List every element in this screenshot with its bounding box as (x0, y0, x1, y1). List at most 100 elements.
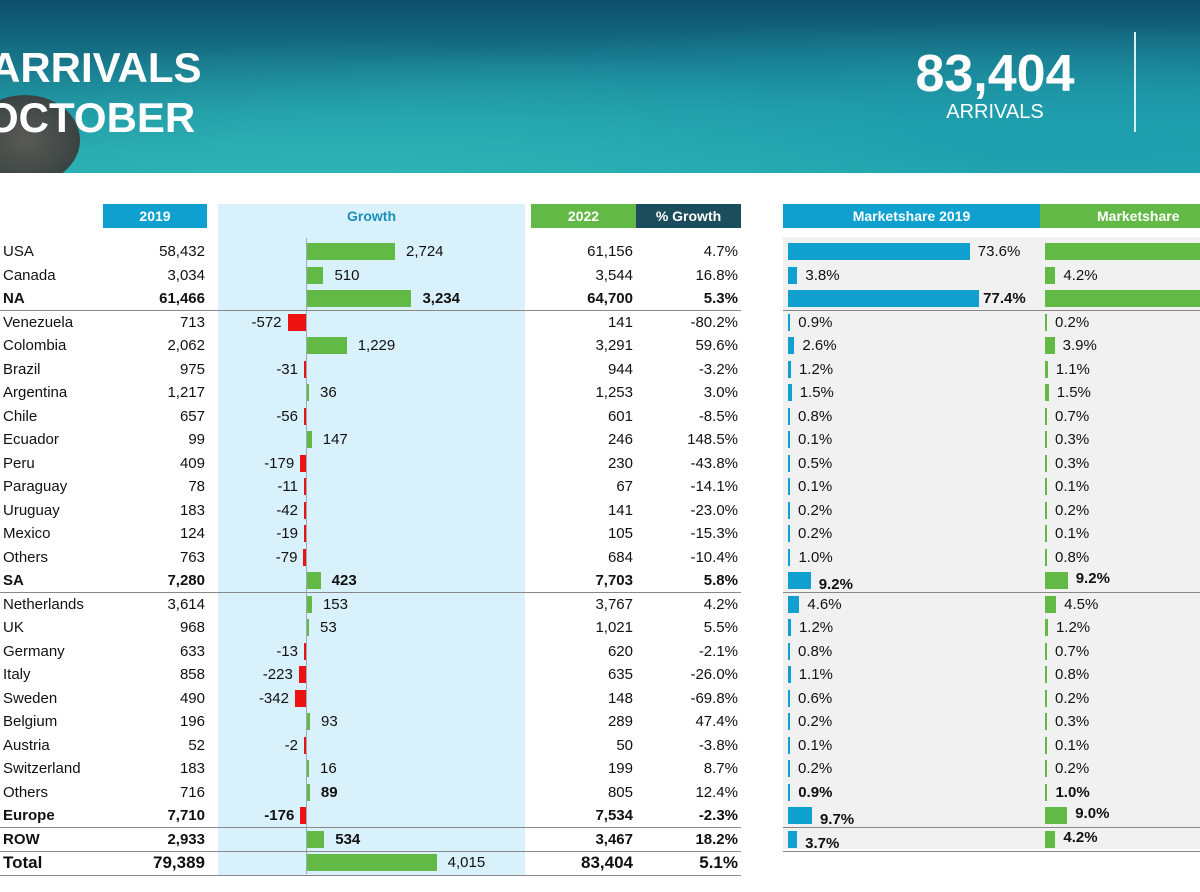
country-label: ROW (3, 830, 40, 848)
growth-label: 4,015 (447, 854, 486, 871)
growth-label: -176 (264, 807, 295, 824)
country-label: Europe (3, 807, 55, 824)
ms2019-label: 0.9% (798, 783, 833, 801)
table-row: ROW 2,933 3,467 18.2% 534 3.7% 4.2% (0, 828, 1200, 852)
table-row: Sweden 490 148 -69.8% -342 0.6% 0.2% (0, 687, 1200, 710)
growth-label: -42 (276, 501, 298, 519)
table-row: Chile 657 601 -8.5% -56 0.8% 0.7% (0, 405, 1200, 428)
pct-growth: 47.4% (695, 713, 738, 730)
ms2022-bar (1045, 431, 1047, 448)
ms2022-label: 1.5% (1056, 384, 1091, 401)
growth-bar (304, 736, 306, 754)
pct-growth: -23.0% (690, 501, 738, 519)
value-2022: 67 (616, 478, 633, 495)
ms2019-label: 0.5% (798, 454, 833, 472)
value-2022: 246 (607, 431, 633, 448)
row-separator (783, 592, 1200, 593)
ms2022-label: 1.2% (1055, 619, 1091, 636)
ms2019-label: 1.1% (798, 666, 833, 683)
country-label: Ecuador (3, 431, 59, 448)
ms2019-bar (788, 266, 798, 284)
ms2019-bar (788, 807, 812, 824)
value-2022: 148 (607, 689, 633, 707)
ms2019-label: 0.1% (798, 478, 833, 495)
value-2019: 2,933 (167, 830, 205, 848)
ms2019-label: 3.7% (805, 834, 840, 852)
ms2022-bar (1045, 266, 1056, 284)
ms2022-bar (1045, 736, 1047, 754)
growth-bar (287, 313, 306, 331)
pct-growth: 59.6% (695, 337, 738, 354)
pct-growth: -15.3% (690, 525, 738, 542)
growth-panel (218, 204, 525, 876)
growth-bar (307, 830, 325, 848)
growth-bar (304, 407, 306, 425)
ms2022-bar (1045, 243, 1200, 260)
country-label: Chile (3, 407, 38, 425)
ms2022-label: 0.8% (1055, 666, 1090, 683)
value-2022: 635 (607, 666, 633, 683)
ms2022-bar (1045, 830, 1056, 848)
ms2019-bar (788, 313, 791, 331)
ms2022-bar (1045, 548, 1047, 566)
growth-axis (306, 238, 307, 874)
ms2022-bar (1045, 783, 1048, 801)
value-2019: 858 (179, 666, 205, 683)
country-label: Total (3, 853, 43, 872)
ms2019-label: 1.5% (799, 384, 834, 401)
pct-growth: -69.8% (690, 689, 738, 707)
ms2019-bar (788, 478, 790, 495)
growth-label: -2 (284, 736, 298, 754)
ms2022-label: 0.1% (1055, 736, 1090, 754)
ms2022-label: 4.2% (1063, 266, 1098, 284)
ms2022-label: 3.9% (1062, 337, 1097, 354)
value-2019: 3,614 (167, 595, 205, 613)
ms2019-label: 1.0% (798, 548, 833, 566)
pct-growth: -2.1% (698, 642, 738, 660)
pct-growth: 5.1% (699, 853, 738, 872)
ms2022-label: 0.7% (1055, 407, 1090, 425)
pct-growth: -2.3% (698, 807, 738, 824)
value-2019: 58,432 (159, 243, 205, 260)
value-2022: 3,467 (595, 830, 633, 848)
ms2022-bar (1045, 572, 1068, 589)
row-separator (783, 850, 1200, 852)
total-arrivals: 83,404 (915, 45, 1075, 103)
growth-bar (304, 478, 306, 495)
ms2022-bar (1045, 642, 1047, 660)
ms2022-label: 9.2% (1075, 570, 1110, 587)
ms2019-bar (788, 595, 800, 613)
header-2022: 2022 (531, 204, 636, 228)
country-label: UK (3, 619, 24, 636)
title-line2: OCTOBER (0, 94, 196, 141)
pct-growth: -14.1% (690, 478, 738, 495)
country-label: Netherlands (3, 595, 84, 613)
growth-label: -572 (251, 313, 282, 331)
ms2019-label: 1.2% (798, 360, 834, 378)
table-row: Colombia 2,062 3,291 59.6% 1,229 2.6% 3.9% (0, 334, 1200, 357)
ms2019-bar (788, 431, 790, 448)
growth-bar (307, 760, 309, 777)
value-2022: 50 (616, 736, 633, 754)
ms2022-label: 0.2% (1055, 689, 1090, 707)
value-2019: 61,466 (159, 290, 205, 307)
growth-label: 36 (320, 384, 337, 401)
value-2022: 141 (607, 501, 633, 519)
value-2019: 633 (179, 642, 205, 660)
ms2019-bar (788, 384, 792, 401)
pct-growth: 16.8% (695, 266, 738, 284)
growth-bar (307, 431, 312, 448)
ms2019-bar (788, 642, 790, 660)
growth-bar (294, 689, 306, 707)
value-2022: 1,253 (595, 384, 633, 401)
header-growth: Growth (347, 208, 396, 224)
pct-growth: -3.2% (698, 360, 738, 378)
value-2022: 944 (607, 360, 633, 378)
growth-bar (307, 783, 310, 801)
value-2022: 141 (607, 313, 633, 331)
ms2019-bar (788, 243, 970, 260)
value-2022: 3,767 (595, 595, 633, 613)
ms2022-label: 1.1% (1055, 360, 1090, 378)
value-2019: 52 (188, 736, 205, 754)
ms2022-label: 0.1% (1055, 478, 1090, 495)
